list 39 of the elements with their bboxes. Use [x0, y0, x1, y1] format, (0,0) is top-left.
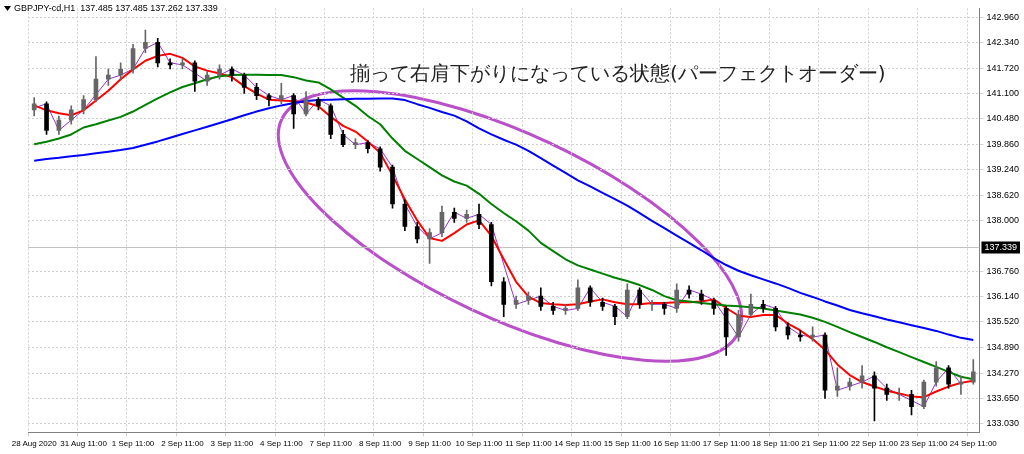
- y-tick-label: 141.100: [986, 88, 1020, 99]
- x-tick-label: 31 Aug 11:00: [60, 439, 108, 449]
- y-tick-label: 142.340: [986, 37, 1020, 48]
- annotation: 揃って右肩下がりになっている状態(パーフェクトオーダー): [350, 60, 886, 87]
- y-tick-label: 133.030: [986, 418, 1020, 429]
- y-tick-label: 138.000: [986, 214, 1020, 225]
- x-tick-label: 3 Sep 11:00: [210, 439, 254, 449]
- x-tick-label: 11 Sep 11:00: [505, 439, 553, 449]
- x-tick-label: 15 Sep 11:00: [603, 439, 652, 449]
- y-tick-label: 139.240: [986, 164, 1020, 175]
- x-tick-label: 21 Sep 11:00: [801, 439, 850, 449]
- ref-line-label: 137.339: [984, 241, 1018, 252]
- x-tick-label: 1 Sep 11:00: [111, 439, 155, 449]
- x-tick-label: 4 Sep 11:00: [260, 439, 304, 449]
- y-tick-label: 142.960: [986, 11, 1020, 22]
- y-tick-label: 135.520: [986, 316, 1020, 327]
- x-tick-label: 8 Sep 11:00: [358, 439, 402, 449]
- y-tick-label: 134.270: [986, 367, 1020, 378]
- chart-title: GBPJPY-cd,H1 137.485 137.485 137.262 137.339: [14, 3, 218, 13]
- x-tick-label: 22 Sep 11:00: [850, 439, 899, 449]
- x-tick-label: 2 Sep 11:00: [161, 439, 205, 449]
- x-tick-label: 7 Sep 11:00: [309, 439, 353, 449]
- y-tick-label: 136.140: [986, 291, 1020, 302]
- x-tick-label: 9 Sep 11:00: [408, 439, 452, 449]
- y-tick-label: 141.720: [986, 62, 1020, 73]
- x-tick-label: 23 Sep 11:00: [900, 439, 948, 449]
- x-tick-label: 28 Aug 2020: [11, 439, 58, 449]
- x-tick-label: 18 Sep 11:00: [752, 439, 800, 449]
- x-tick-label: 10 Sep 11:00: [455, 439, 504, 449]
- y-tick-label: 140.480: [986, 113, 1020, 124]
- y-tick-label: 138.620: [986, 189, 1020, 200]
- x-tick-label: 14 Sep 11:00: [554, 439, 602, 449]
- x-tick-label: 16 Sep 11:00: [653, 439, 701, 449]
- y-tick-label: 134.890: [986, 342, 1020, 353]
- x-tick-label: 17 Sep 11:00: [702, 439, 751, 449]
- x-tick-label: 24 Sep 11:00: [949, 439, 998, 449]
- y-tick-label: 139.860: [986, 138, 1020, 149]
- y-tick-label: 136.760: [986, 265, 1020, 276]
- y-tick-label: 133.650: [986, 392, 1020, 403]
